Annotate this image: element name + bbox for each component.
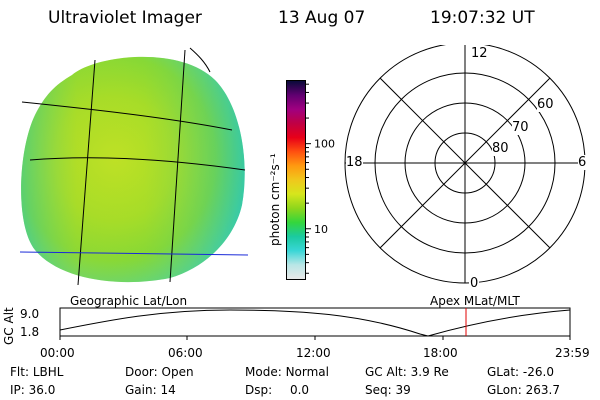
- lon-line-3: [189, 47, 211, 73]
- colorbar-label: photon cm⁻²s⁻¹: [268, 153, 282, 246]
- equator-line: [19, 251, 249, 256]
- earth-image: [19, 47, 249, 286]
- geographic-caption: Geographic Lat/Lon: [70, 294, 188, 308]
- altitude-plot: [59, 307, 571, 340]
- mlt-label-12: 12: [470, 46, 489, 61]
- xtick-0000: 00:00: [40, 346, 75, 360]
- footer-glon: GLon: 263.7: [487, 383, 560, 397]
- lat-line-2: [29, 157, 246, 171]
- mlt-label-6: 6: [578, 155, 587, 170]
- polar-diagonal-2: [379, 77, 551, 249]
- footer-gc-alt: GC Alt: 3.9 Re: [365, 365, 449, 379]
- colorbar-ticks: 100 10: [306, 83, 335, 274]
- mlt-label-0: 0: [469, 276, 480, 291]
- apex-caption: Apex MLat/MLT: [430, 294, 520, 308]
- colorbar-tick-label: 10: [314, 223, 328, 236]
- lat-line-1: [21, 101, 233, 131]
- xtick-0600: 06:00: [168, 346, 203, 360]
- polar-plot: [344, 45, 586, 284]
- mlat-label-70: 70: [512, 120, 529, 135]
- altitude-ylabel: GC Alt: [2, 307, 16, 345]
- colorbar: [286, 80, 306, 280]
- footer-ip: IP: 36.0: [10, 383, 56, 397]
- footer-gain: Gain: 14: [125, 383, 176, 397]
- footer-mode: Mode: Normal: [245, 365, 329, 379]
- xtick-1200: 12:00: [296, 346, 331, 360]
- mlat-label-80: 80: [492, 141, 509, 156]
- colorbar-tick-label: 100: [314, 138, 335, 151]
- footer-flt: Flt: LBHL: [10, 365, 64, 379]
- footer-dsp: Dsp: 0.0: [245, 383, 310, 397]
- altitude-ytick-min: 1.8: [20, 325, 40, 339]
- altitude-ytick-max: 9.0: [20, 307, 40, 321]
- altitude-plot-frame: [59, 307, 571, 337]
- lon-line-1: [77, 59, 96, 286]
- footer-glat: GLat: -26.0: [487, 365, 554, 379]
- mlt-label-18: 18: [346, 155, 363, 170]
- mlat-label-60: 60: [537, 97, 554, 112]
- footer-seq: Seq: 39: [365, 383, 411, 397]
- footer-door: Door: Open: [125, 365, 194, 379]
- lon-line-2: [169, 49, 186, 283]
- xtick-2359: 23:59: [555, 346, 590, 360]
- date-label: 13 Aug 07: [278, 8, 366, 28]
- instrument-title: Ultraviolet Imager: [48, 8, 202, 28]
- altitude-curve: [59, 309, 571, 337]
- xtick-1800: 18:00: [423, 346, 458, 360]
- time-label: 19:07:32 UT: [430, 8, 535, 28]
